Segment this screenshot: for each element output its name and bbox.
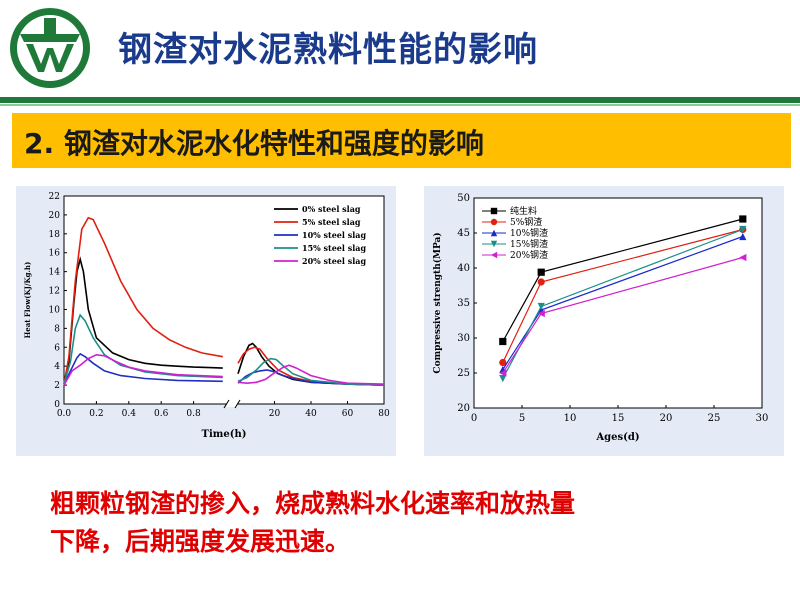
series-line-right	[237, 357, 385, 386]
data-point	[499, 369, 507, 377]
data-point	[490, 229, 498, 237]
data-point	[739, 225, 747, 234]
x-tick-label: 0.4	[122, 409, 137, 419]
plot-frame	[63, 195, 385, 405]
data-point	[490, 218, 498, 226]
y-tick-label: 20	[49, 211, 61, 221]
x-tick-label: 80	[378, 409, 390, 419]
legend-label: 0% steel slag	[302, 204, 361, 214]
data-point	[739, 232, 747, 241]
axis-break-gap	[227, 401, 237, 407]
x-tick-label: 0.6	[154, 409, 169, 419]
section-title: 2. 钢渣对水泥水化特性和强度的影响	[24, 127, 484, 160]
y-tick-label: 16	[49, 249, 61, 259]
strength-chart: 20 25 30 35 40 45 50 0 5 10 15 20 25 30 Ages(d) Compres…	[432, 193, 769, 443]
header-divider-light	[0, 104, 800, 106]
data-point	[537, 309, 545, 318]
y-tick-label: 18	[49, 230, 61, 240]
x-tick-label: 30	[756, 413, 769, 424]
axis-break-mark	[234, 399, 241, 409]
slide-title: 钢渣对水泥熟料性能的影响	[118, 30, 538, 70]
x-axis-label: Ages(d)	[595, 432, 639, 443]
y-tick-label: 22	[49, 192, 60, 202]
legend-label: 10%钢渣	[510, 227, 548, 239]
legend-label: 5% steel slag	[302, 217, 361, 227]
y-tick-label: 4	[54, 362, 60, 372]
y-tick-label: 10	[49, 305, 61, 315]
y-tick-label: 14	[49, 268, 61, 278]
x-tick-label: 15	[612, 413, 625, 424]
series-line-left	[63, 313, 223, 385]
caption: 粗颗粒钢渣的掺入，烧成熟料水化速率和放热量 下降，后期强度发展迅速。	[50, 485, 750, 561]
series-line-left	[63, 352, 223, 385]
y-tick-label: 8	[54, 324, 60, 334]
data-point	[490, 251, 498, 259]
section-banner	[12, 113, 791, 168]
data-point	[537, 268, 545, 276]
x-tick-label: 5	[519, 413, 525, 424]
legend-label: 20% steel slag	[302, 256, 366, 266]
y-tick-label: 30	[457, 333, 470, 344]
x-tick-label: 20	[269, 409, 281, 419]
y-tick-label: 0	[54, 400, 60, 410]
y-tick-label: 6	[54, 343, 60, 353]
x-tick-label: 20	[660, 413, 673, 424]
x-tick-label: 0	[471, 413, 477, 424]
x-tick-label: 40	[305, 409, 317, 419]
x-tick-label: 10	[564, 413, 577, 424]
legend-label: 5%钢渣	[510, 216, 542, 228]
header-divider	[0, 97, 800, 103]
y-tick-label: 50	[457, 193, 470, 204]
y-tick-label: 45	[457, 228, 470, 239]
y-tick-label: 20	[457, 403, 470, 414]
plot-frame	[473, 197, 763, 409]
x-tick-label: 25	[708, 413, 721, 424]
caption-line-1: 粗颗粒钢渣的掺入，烧成熟料水化速率和放热量	[50, 489, 576, 518]
data-point	[537, 278, 545, 286]
x-axis-label: Time(h)	[202, 429, 247, 440]
x-tick-label: 0.2	[89, 409, 103, 419]
heat-flow-chart: 0 2 4 6 8 10 12 14 16 18 20 22 0.0 0.2 0.4 0.6 0.8 20 40 60…	[23, 192, 390, 440]
data-point	[490, 207, 498, 215]
caption-line-2: 下降，后期强度发展迅速。	[50, 527, 351, 556]
data-point	[490, 240, 498, 248]
legend-label: 10% steel slag	[302, 230, 366, 240]
y-tick-label: 25	[457, 368, 470, 379]
y-tick-label: 12	[49, 287, 60, 297]
x-tick-label: 0.0	[57, 409, 72, 419]
y-tick-label: 35	[457, 298, 470, 309]
series-line-right	[237, 364, 385, 385]
data-point	[499, 358, 507, 367]
logo	[10, 8, 90, 88]
series-line-left	[63, 216, 223, 385]
legend-label: 纯生料	[510, 205, 537, 217]
data-point	[499, 375, 507, 383]
data-point	[739, 253, 747, 262]
legend-label: 20%钢渣	[510, 249, 548, 261]
data-point	[537, 302, 545, 311]
axis-break-mark	[223, 399, 230, 409]
x-tick-label: 0.8	[186, 409, 201, 419]
legend-label: 15% steel slag	[302, 243, 366, 253]
x-tick-label: 60	[342, 409, 354, 419]
y-axis-label: Compressive strength(MPa)	[432, 232, 443, 373]
y-tick-label: 40	[457, 263, 470, 274]
y-axis-label: Heat Flow(KJ/Kg.h)	[23, 262, 32, 339]
legend-label: 15%钢渣	[510, 238, 548, 250]
y-tick-label: 2	[54, 381, 60, 391]
series-line-left	[63, 353, 223, 386]
data-point	[499, 337, 507, 346]
data-point	[739, 215, 747, 223]
